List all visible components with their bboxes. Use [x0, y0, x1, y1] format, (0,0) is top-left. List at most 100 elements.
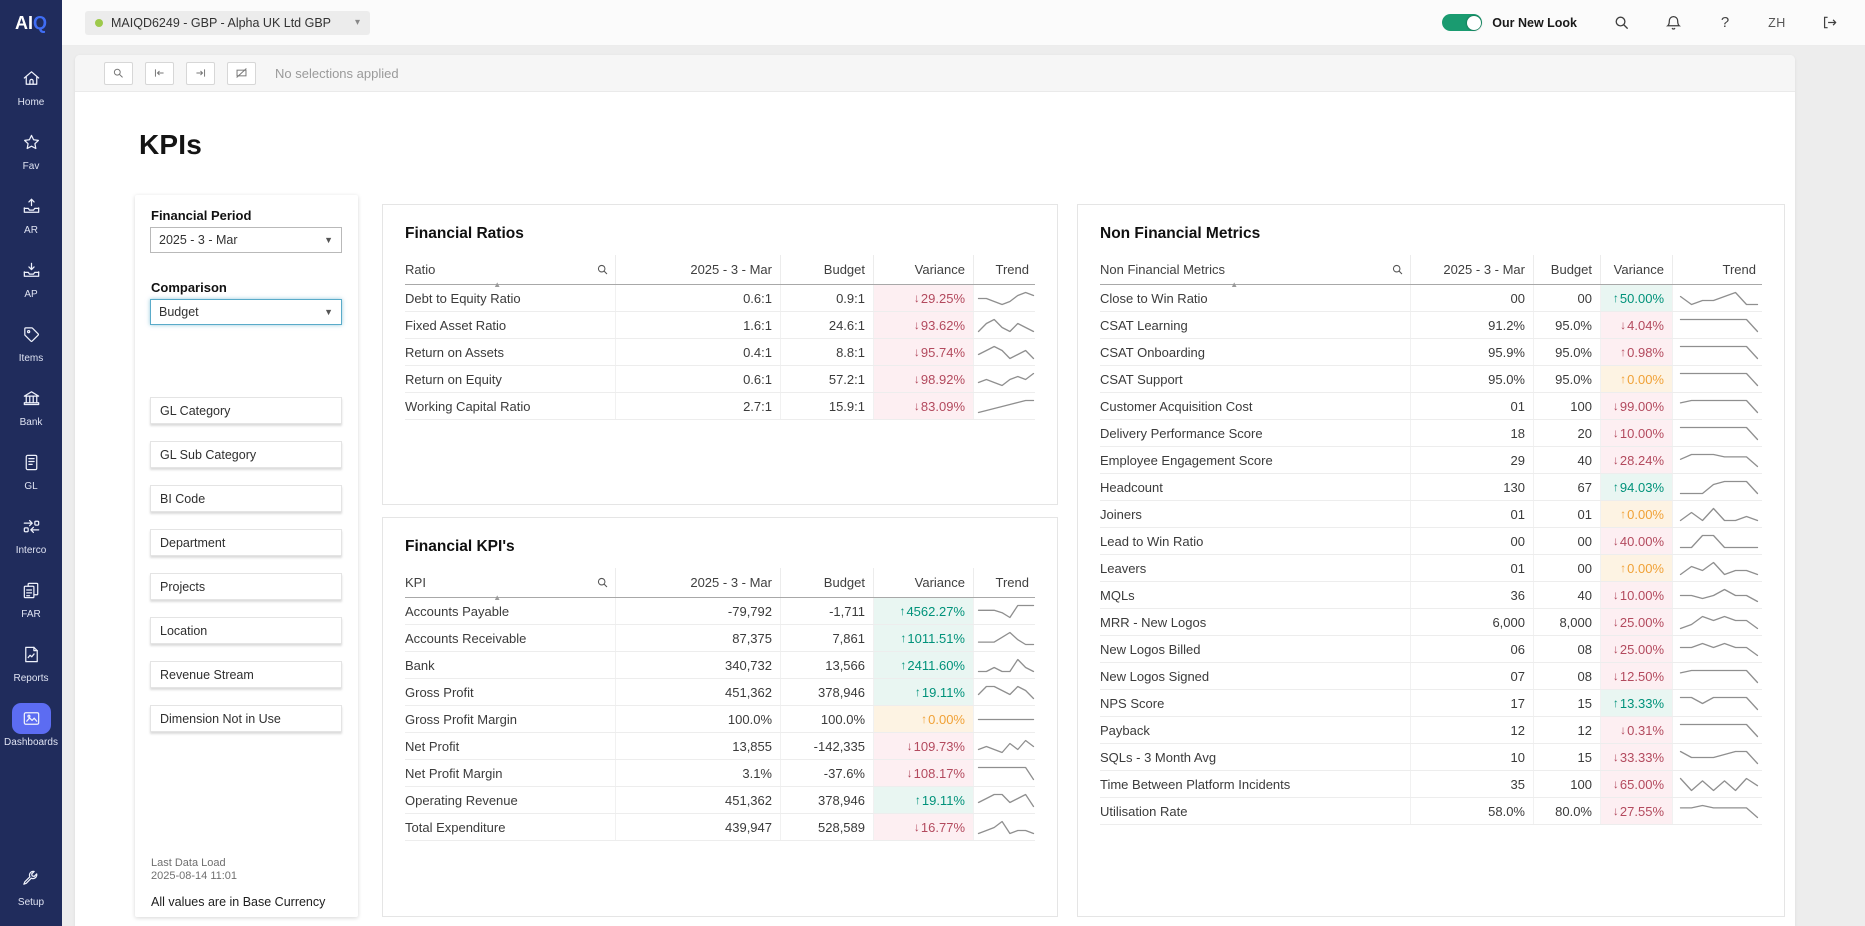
table-row-return-on-equity[interactable]: Return on Equity 0.6:1 57.2:1 ↓ 98.92%	[405, 366, 1035, 393]
search-icon[interactable]	[1595, 14, 1647, 31]
table-row-net-profit[interactable]: Net Profit 13,855 -142,335 ↓ 109.73%	[405, 733, 1035, 760]
table-row-debt-to-equity-ratio[interactable]: Debt to Equity Ratio 0.6:1 0.9:1 ↓ 29.25%	[405, 285, 1035, 312]
table-row-employee-engagement-score[interactable]: Employee Engagement Score 29 40 ↓ 28.24%	[1100, 447, 1762, 474]
table-row-gross-profit[interactable]: Gross Profit 451,362 378,946 ↑ 19.11%	[405, 679, 1035, 706]
listbox-revenue-stream[interactable]: Revenue Stream	[150, 661, 342, 688]
column-header-ratio[interactable]: Ratio ▲	[405, 255, 615, 289]
column-header-budget[interactable]: Budget	[780, 255, 873, 284]
table-row-mqls[interactable]: MQLs 36 40 ↓ 10.00%	[1100, 582, 1762, 609]
table-row-customer-acquisition-cost[interactable]: Customer Acquisition Cost 01 100 ↓ 99.00%	[1100, 393, 1762, 420]
table-row-csat-onboarding[interactable]: CSAT Onboarding 95.9% 95.0% ↑ 0.98%	[1100, 339, 1762, 366]
row-label: CSAT Onboarding	[1100, 344, 1206, 360]
table-row-headcount[interactable]: Headcount 130 67 ↑ 94.03%	[1100, 474, 1762, 501]
arrow-down-icon: ↓	[913, 372, 920, 386]
financial-period-label: Financial Period	[151, 208, 252, 223]
table-row-working-capital-ratio[interactable]: Working Capital Ratio 2.7:1 15.9:1 ↓ 83.09%	[405, 393, 1035, 420]
table-row-return-on-assets[interactable]: Return on Assets 0.4:1 8.8:1 ↓ 95.74%	[405, 339, 1035, 366]
column-search-icon[interactable]	[1391, 263, 1404, 276]
table-row-csat-learning[interactable]: CSAT Learning 91.2% 95.0% ↓ 4.04%	[1100, 312, 1762, 339]
sidebar-item-gl[interactable]: GL	[0, 438, 62, 502]
table-row-net-profit-margin[interactable]: Net Profit Margin 3.1% -37.6% ↓ 108.17%	[405, 760, 1035, 787]
sidebar-item-ap[interactable]: AP	[0, 246, 62, 310]
last-data-load-value: 2025-08-14 11:01	[151, 870, 238, 882]
arrow-up-icon: ↑	[1620, 345, 1627, 359]
current-value: 0.4:1	[615, 339, 780, 365]
sidebar-item-label: GL	[24, 481, 38, 492]
sidebar-item-dashboards[interactable]: Dashboards	[0, 694, 62, 758]
column-header-2025-3-mar[interactable]: 2025 - 3 - Mar	[615, 568, 780, 597]
column-header-kpi[interactable]: KPI ▲	[405, 568, 615, 602]
column-header-variance[interactable]: Variance	[873, 255, 973, 284]
clear-selections-button[interactable]	[227, 61, 256, 85]
trend-sparkline	[973, 598, 1037, 624]
variance-value: ↑ 50.00%	[1600, 285, 1672, 311]
sidebar-item-bank[interactable]: Bank	[0, 374, 62, 438]
table-row-accounts-receivable[interactable]: Accounts Receivable 87,375 7,861 ↑ 1011.51%	[405, 625, 1035, 652]
table-row-csat-support[interactable]: CSAT Support 95.0% 95.0% ↑ 0.00%	[1100, 366, 1762, 393]
column-header-non-financial-metrics[interactable]: Non Financial Metrics ▲	[1100, 255, 1410, 289]
table-row-new-logos-signed[interactable]: New Logos Signed 07 08 ↓ 12.50%	[1100, 663, 1762, 690]
column-header-trend[interactable]: Trend	[973, 568, 1037, 597]
variance-value: ↓ 25.00%	[1600, 636, 1672, 662]
smart-search-button[interactable]	[104, 61, 133, 85]
column-header-2025-3-mar[interactable]: 2025 - 3 - Mar	[1410, 255, 1533, 284]
table-row-leavers[interactable]: Leavers 01 00 ↑ 0.00%	[1100, 555, 1762, 582]
sidebar-item-label: Fav	[22, 161, 40, 172]
column-header-variance[interactable]: Variance	[873, 568, 973, 597]
table-row-mrr-new-logos[interactable]: MRR - New Logos 6,000 8,000 ↓ 25.00%	[1100, 609, 1762, 636]
company-status-dot	[95, 18, 103, 27]
column-header-2025-3-mar[interactable]: 2025 - 3 - Mar	[615, 255, 780, 284]
table-row-bank[interactable]: Bank 340,732 13,566 ↑ 2411.60%	[405, 652, 1035, 679]
listbox-projects[interactable]: Projects	[150, 573, 342, 600]
row-label: Total Expenditure	[405, 819, 506, 835]
logout-icon[interactable]	[1803, 14, 1855, 31]
column-header-budget[interactable]: Budget	[780, 568, 873, 597]
sidebar-item-reports[interactable]: Reports	[0, 630, 62, 694]
column-header-variance[interactable]: Variance	[1600, 255, 1672, 284]
table-row-lead-to-win-ratio[interactable]: Lead to Win Ratio 00 00 ↓ 40.00%	[1100, 528, 1762, 555]
new-look-toggle[interactable]	[1442, 14, 1483, 31]
listbox-location[interactable]: Location	[150, 617, 342, 644]
sidebar-item-home[interactable]: Home	[0, 54, 62, 118]
table-row-utilisation-rate[interactable]: Utilisation Rate 58.0% 80.0% ↓ 27.55%	[1100, 798, 1762, 825]
column-search-icon[interactable]	[596, 263, 609, 276]
table-row-total-expenditure[interactable]: Total Expenditure 439,947 528,589 ↓ 16.77%	[405, 814, 1035, 841]
trend-sparkline	[1672, 609, 1764, 635]
listbox-dimension-not-in-use[interactable]: Dimension Not in Use	[150, 705, 342, 732]
table-row-fixed-asset-ratio[interactable]: Fixed Asset Ratio 1.6:1 24.6:1 ↓ 93.62%	[405, 312, 1035, 339]
column-header-trend[interactable]: Trend	[973, 255, 1037, 284]
company-selector[interactable]: MAIQD6249 - GBP - Alpha UK Ltd GBP ▾	[85, 10, 371, 35]
sidebar-item-ar[interactable]: AR	[0, 182, 62, 246]
table-row-payback[interactable]: Payback 12 12 ↓ 0.31%	[1100, 717, 1762, 744]
user-initials-badge[interactable]: ZH	[1768, 15, 1786, 30]
sidebar-item-fav[interactable]: Fav	[0, 118, 62, 182]
sidebar-item-far[interactable]: FAR	[0, 566, 62, 630]
selections-back-button[interactable]	[145, 61, 174, 85]
sidebar-item-items[interactable]: Items	[0, 310, 62, 374]
sidebar-item-interco[interactable]: Interco	[0, 502, 62, 566]
notifications-bell-icon[interactable]	[1647, 14, 1699, 31]
help-icon[interactable]: ?	[1720, 14, 1730, 31]
listbox-department[interactable]: Department	[150, 529, 342, 556]
table-row-accounts-payable[interactable]: Accounts Payable -79,792 -1,711 ↑ 4562.27%	[405, 598, 1035, 625]
column-search-icon[interactable]	[596, 576, 609, 589]
listbox-gl-category[interactable]: GL Category	[150, 397, 342, 424]
table-row-gross-profit-margin[interactable]: Gross Profit Margin 100.0% 100.0% ↑ 0.00%	[405, 706, 1035, 733]
table-row-nps-score[interactable]: NPS Score 17 15 ↑ 13.33%	[1100, 690, 1762, 717]
table-row-time-between-platform-incidents[interactable]: Time Between Platform Incidents 35 100 ↓ 65.…	[1100, 771, 1762, 798]
sidebar-item-setup[interactable]: Setup	[0, 854, 62, 918]
listbox-gl-sub-category[interactable]: GL Sub Category	[150, 441, 342, 468]
column-header-trend[interactable]: Trend	[1672, 255, 1764, 284]
app-logo[interactable]: AI Q	[0, 0, 62, 46]
table-row-operating-revenue[interactable]: Operating Revenue 451,362 378,946 ↑ 19.11%	[405, 787, 1035, 814]
table-row-joiners[interactable]: Joiners 01 01 ↑ 0.00%	[1100, 501, 1762, 528]
column-header-budget[interactable]: Budget	[1533, 255, 1600, 284]
comparison-select[interactable]: Budget ▼	[150, 299, 342, 325]
table-row-close-to-win-ratio[interactable]: Close to Win Ratio 00 00 ↑ 50.00%	[1100, 285, 1762, 312]
table-row-new-logos-billed[interactable]: New Logos Billed 06 08 ↓ 25.00%	[1100, 636, 1762, 663]
listbox-bi-code[interactable]: BI Code	[150, 485, 342, 512]
financial-period-select[interactable]: 2025 - 3 - Mar ▼	[150, 227, 342, 253]
table-row-sqls-3-month-avg[interactable]: SQLs - 3 Month Avg 10 15 ↓ 33.33%	[1100, 744, 1762, 771]
table-row-delivery-performance-score[interactable]: Delivery Performance Score 18 20 ↓ 10.00%	[1100, 420, 1762, 447]
selections-forward-button[interactable]	[186, 61, 215, 85]
